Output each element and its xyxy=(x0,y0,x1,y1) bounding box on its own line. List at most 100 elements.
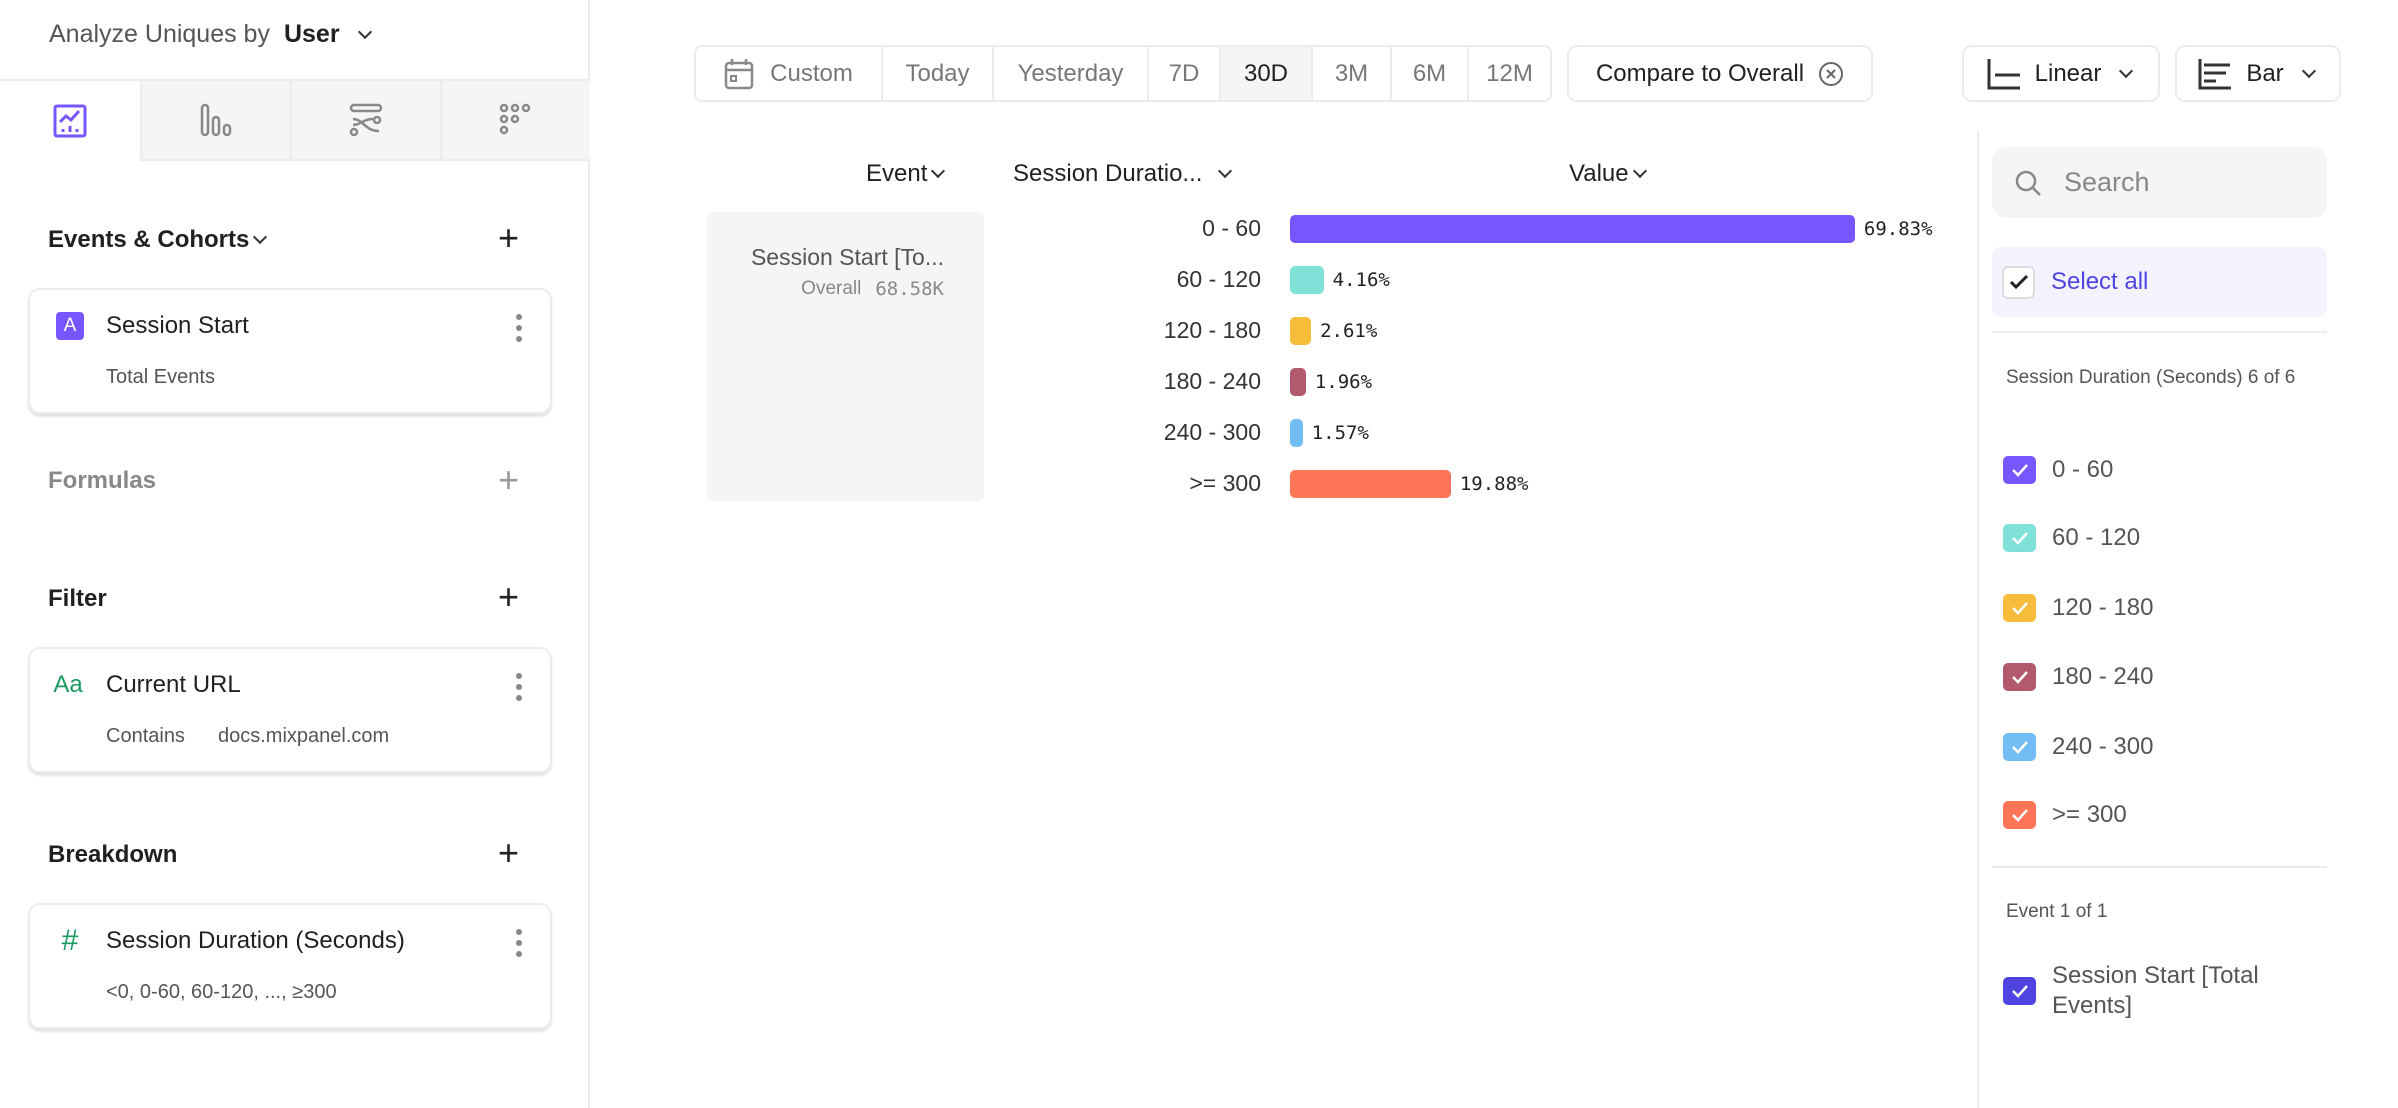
scale-label: Linear xyxy=(2034,59,2102,87)
chevron-down-icon xyxy=(931,163,946,179)
category-label: 60 - 120 xyxy=(1176,266,1261,292)
linear-axis-icon xyxy=(1987,58,2020,89)
legend-item[interactable]: >= 300 xyxy=(2003,801,2127,829)
event-name: Session Start [To... xyxy=(750,244,944,270)
header-label: Event xyxy=(866,160,928,187)
legend-item[interactable]: 60 - 120 xyxy=(2003,524,2140,552)
date-range-30d[interactable]: 30D xyxy=(1219,47,1311,100)
legend-item-label: >= 300 xyxy=(2052,801,2127,828)
filter-operator[interactable]: Contains xyxy=(106,725,185,747)
value-label: 1.96% xyxy=(1314,371,1373,393)
tab-retention[interactable] xyxy=(440,81,590,161)
header-label: Value xyxy=(1569,160,1629,187)
add-filter-button[interactable]: + xyxy=(498,576,520,617)
events-cohorts-label: Events & Cohorts xyxy=(48,226,250,253)
checkbox-checked-icon xyxy=(2003,733,2036,761)
compare-to-overall-button[interactable]: Compare to Overall xyxy=(1567,45,1873,102)
analyze-uniques-selector[interactable]: Analyze Uniques by User xyxy=(49,20,374,49)
formulas-heading: Formulas xyxy=(48,467,157,494)
legend-item-label: 180 - 240 xyxy=(2052,663,2154,690)
bar-240-300[interactable] xyxy=(1290,419,1303,447)
select-all-checkbox[interactable]: Select all xyxy=(1992,247,2327,317)
event-card[interactable]: A Session Start Total Events xyxy=(28,288,552,414)
bar-chart-icon xyxy=(2198,58,2232,89)
breakdown-property: Session Duration (Seconds) xyxy=(106,927,405,954)
more-options-icon[interactable] xyxy=(516,929,522,957)
category-label: >= 300 xyxy=(1189,470,1261,496)
column-header-value[interactable]: Value xyxy=(1569,160,1649,188)
checkbox-checked-icon xyxy=(2003,977,2036,1005)
legend-item-label: 240 - 300 xyxy=(2052,733,2154,760)
date-range-today[interactable]: Today xyxy=(881,47,992,100)
chevron-down-icon xyxy=(253,229,268,245)
legend-event-item[interactable]: Session Start [Total Events] xyxy=(2003,961,2292,1021)
event-measure[interactable]: Total Events xyxy=(106,366,215,388)
checkbox-checked-icon xyxy=(2003,524,2036,552)
value-label: 2.61% xyxy=(1320,320,1378,342)
bar-60-120[interactable] xyxy=(1290,266,1324,294)
date-range-6m[interactable]: 6M xyxy=(1390,47,1467,100)
value-label: 1.57% xyxy=(1311,422,1369,444)
chart-type-label: Bar xyxy=(2246,59,2284,87)
value-label: 69.83% xyxy=(1863,218,1933,240)
legend-item[interactable]: 0 - 60 xyxy=(2003,456,2113,484)
filter-value[interactable]: docs.mixpanel.com xyxy=(218,725,390,747)
checkbox-checked-icon xyxy=(2003,456,2036,484)
date-range-3m[interactable]: 3M xyxy=(1311,47,1390,100)
filter-property: Current URL xyxy=(106,671,241,698)
category-label: 0 - 60 xyxy=(1202,215,1261,241)
legend-item[interactable]: 180 - 240 xyxy=(2003,663,2153,691)
date-range-7d[interactable]: 7D xyxy=(1147,47,1219,100)
close-circle-icon[interactable] xyxy=(1818,61,1844,87)
column-header-session-duration[interactable]: Session Duratio... xyxy=(1013,160,1234,188)
add-formula-button[interactable]: + xyxy=(498,459,520,500)
breakdown-card[interactable]: # Session Duration (Seconds) <0, 0-60, 6… xyxy=(28,903,552,1029)
checkbox-checked-icon xyxy=(2003,663,2036,691)
chevron-down-icon xyxy=(1218,163,1233,179)
checkbox-checked-icon xyxy=(2003,594,2036,622)
flows-icon xyxy=(349,103,383,137)
legend-item[interactable]: 240 - 300 xyxy=(2003,733,2153,761)
chevron-down-icon xyxy=(1632,163,1647,179)
overall-value: 68.58K xyxy=(875,278,944,300)
event-cell: Session Start [To... Overall 68.58K xyxy=(707,212,984,501)
column-header-event[interactable]: Event xyxy=(866,160,947,188)
string-property-icon: Aa xyxy=(53,671,83,698)
date-range-label: Custom xyxy=(770,59,853,87)
chevron-down-icon xyxy=(357,24,372,39)
more-options-icon[interactable] xyxy=(516,314,522,342)
more-options-icon[interactable] xyxy=(516,673,522,701)
tab-flows[interactable] xyxy=(290,81,440,161)
bar-0-60[interactable] xyxy=(1290,215,1855,243)
date-range-custom[interactable]: Custom xyxy=(696,47,881,100)
divider xyxy=(1992,866,2327,868)
tab-funnels[interactable] xyxy=(140,81,290,161)
filter-heading: Filter xyxy=(48,585,107,612)
category-label: 120 - 180 xyxy=(1163,317,1261,343)
bar--300[interactable] xyxy=(1290,470,1451,498)
legend-item-label: 0 - 60 xyxy=(2052,456,2114,483)
breakdown-buckets[interactable]: <0, 0-60, 60-120, ..., ≥300 xyxy=(106,981,337,1003)
analyze-label: Analyze Uniques by xyxy=(49,20,270,48)
filter-card[interactable]: Aa Current URL Contains docs.mixpanel.co… xyxy=(28,647,552,773)
event-title: Session Start xyxy=(106,312,249,339)
legend-item[interactable]: 120 - 180 xyxy=(2003,594,2153,622)
date-range-yesterday[interactable]: Yesterday xyxy=(992,47,1147,100)
chevron-down-icon xyxy=(2301,63,2316,78)
legend-panel-divider xyxy=(1977,131,1979,1108)
bar-180-240[interactable] xyxy=(1290,368,1306,396)
legend-search-input[interactable]: Search xyxy=(1992,147,2327,218)
overall-label: Overall xyxy=(801,278,862,299)
numeric-property-icon: # xyxy=(61,924,79,957)
add-breakdown-button[interactable]: + xyxy=(498,832,520,873)
scale-selector[interactable]: Linear xyxy=(1962,45,2160,102)
date-range-12m[interactable]: 12M xyxy=(1467,47,1550,100)
chart-type-selector[interactable]: Bar xyxy=(2175,45,2341,102)
tab-insights[interactable] xyxy=(0,81,140,161)
add-event-button[interactable]: + xyxy=(498,217,520,258)
insights-chart-icon xyxy=(53,104,87,138)
bar-120-180[interactable] xyxy=(1290,317,1312,345)
legend-event-label: Session Start [Total Events] xyxy=(2052,962,2259,1019)
events-cohorts-heading[interactable]: Events & Cohorts xyxy=(48,226,269,254)
category-label: 240 - 300 xyxy=(1163,419,1261,445)
